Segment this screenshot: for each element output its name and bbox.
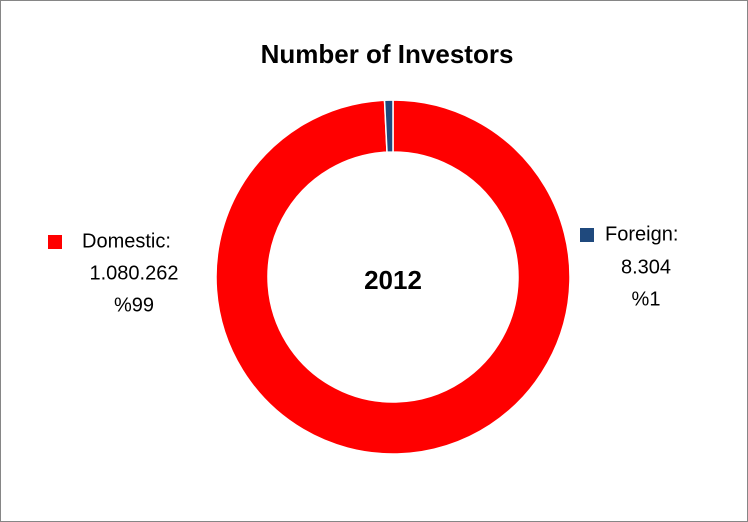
value-label: 8.304	[621, 256, 671, 278]
center-label: 2012	[364, 265, 422, 295]
chart-title: Number of Investors	[261, 39, 514, 69]
donut-slice	[215, 99, 571, 455]
percent-label: %1	[632, 288, 661, 310]
value-label: 1.080.262	[90, 262, 179, 284]
category-label: Domestic:	[82, 230, 171, 252]
percent-label: %99	[114, 294, 154, 316]
category-label: Foreign:	[605, 223, 678, 245]
legend-swatch	[580, 228, 594, 242]
legend-swatch	[48, 235, 62, 249]
donut-slice	[383, 99, 394, 153]
